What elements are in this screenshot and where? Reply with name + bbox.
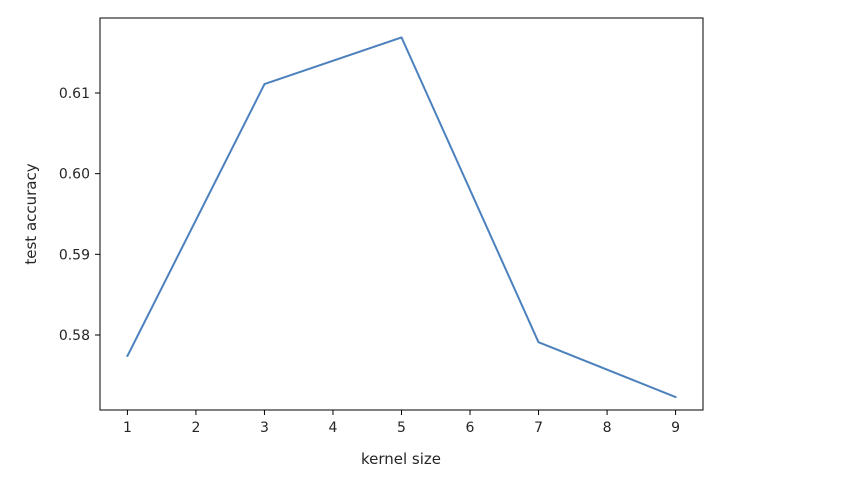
x-tick-label: 3 — [260, 420, 269, 436]
x-tick-label: 4 — [329, 420, 338, 436]
x-axis-ticks: 1 2 3 4 5 6 7 8 9 — [123, 410, 680, 436]
y-tick-label: 0.59 — [59, 247, 90, 263]
x-tick-label: 7 — [534, 420, 543, 436]
y-axis-ticks: 0.58 0.59 0.60 0.61 — [59, 86, 100, 344]
y-tick-label: 0.60 — [59, 167, 90, 183]
x-axis-label: kernel size — [361, 450, 441, 468]
x-tick-label: 5 — [397, 420, 406, 436]
x-tick-label: 1 — [123, 420, 132, 436]
y-axis-label: test accuracy — [22, 163, 40, 264]
plot-area — [99, 17, 704, 411]
y-tick-label: 0.58 — [59, 328, 90, 344]
y-tick-label: 0.61 — [59, 86, 90, 102]
x-tick-label: 6 — [466, 420, 475, 436]
x-tick-label: 2 — [191, 420, 200, 436]
x-tick-label: 9 — [671, 420, 680, 436]
accuracy-series-line — [126, 36, 677, 399]
x-tick-label: 8 — [603, 420, 612, 436]
series-points — [127, 37, 676, 398]
